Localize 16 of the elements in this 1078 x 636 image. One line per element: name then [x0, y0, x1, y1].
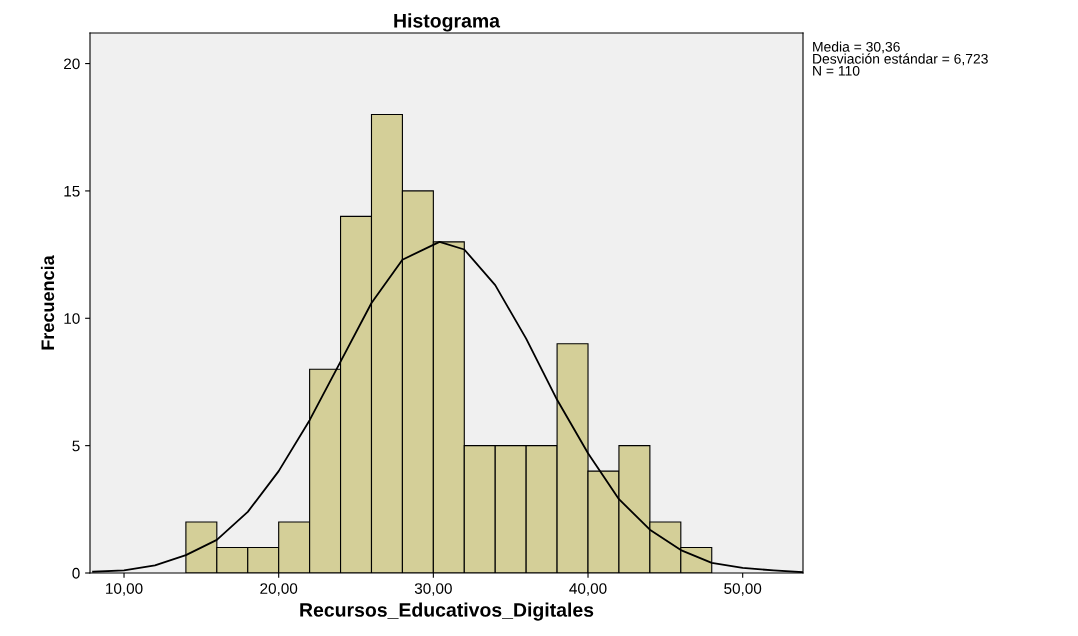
y-tick-label: 0 — [72, 567, 80, 579]
y-tick-label: 15 — [64, 185, 80, 197]
y-tick-label: 20 — [64, 58, 80, 70]
text: Desviación estándar = 6,723 — [813, 53, 988, 66]
x-tick-label: 10,00 — [106, 583, 143, 596]
y-axis-title: Frecuencia — [40, 255, 55, 350]
chart-title: Histograma — [394, 13, 501, 32]
x-tick-label: 50,00 — [724, 583, 762, 596]
text: N = 110 — [813, 65, 860, 76]
x-tick-label: 40,00 — [569, 583, 607, 596]
text: Media = 30,36 — [813, 41, 900, 54]
x-tick-label: 20,00 — [260, 583, 298, 596]
x-axis-title: Recursos_Educativos_Digitales — [300, 602, 594, 621]
x-tick-label: 30,00 — [414, 583, 452, 596]
y-tick-label: 5 — [72, 440, 80, 452]
y-tick-label: 10 — [64, 313, 80, 324]
